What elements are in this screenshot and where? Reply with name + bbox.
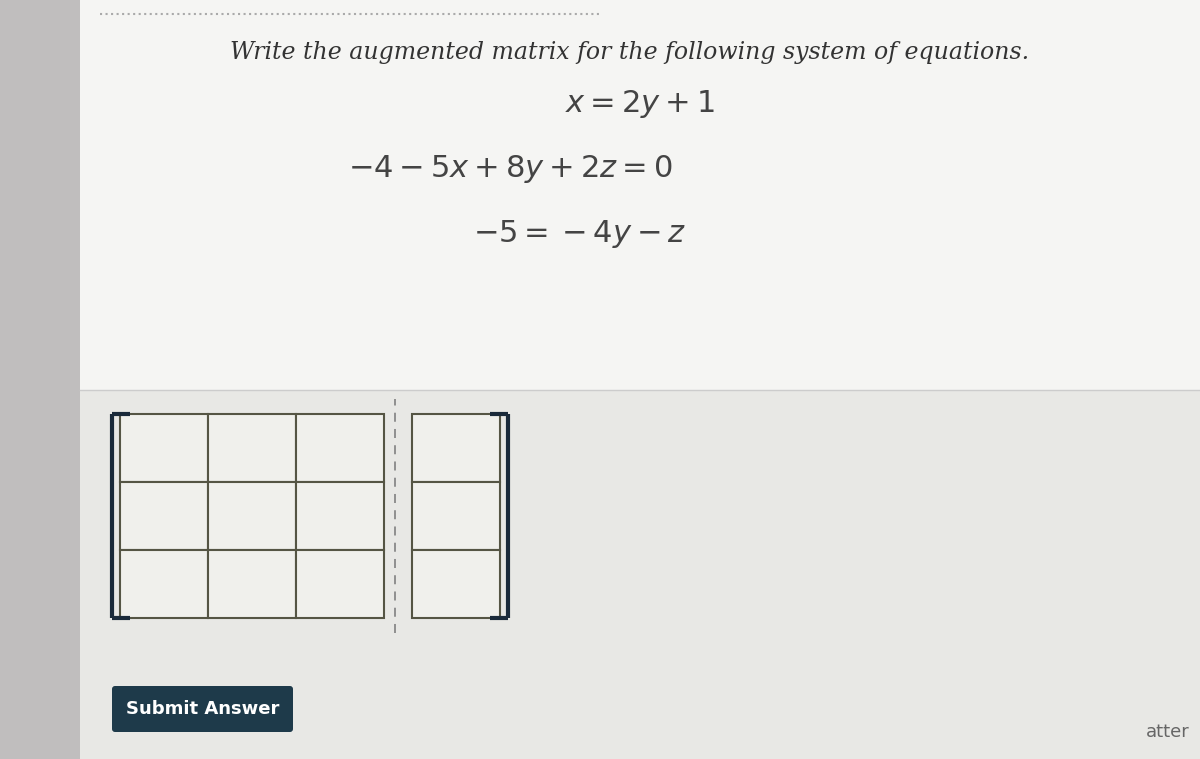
Text: $-5 = -4y - z$: $-5 = -4y - z$ [473, 218, 686, 250]
Bar [80, 0, 1200, 390]
Bar [208, 550, 296, 618]
Text: atter: atter [1146, 723, 1190, 741]
Bar [296, 414, 384, 482]
Bar [296, 482, 384, 550]
Text: $-4 - 5x + 8y + 2z = 0$: $-4 - 5x + 8y + 2z = 0$ [348, 153, 672, 185]
Bar [0, 0, 80, 759]
Bar [296, 550, 384, 618]
FancyBboxPatch shape [112, 686, 293, 732]
Text: Write the augmented matrix for the following system of equations.: Write the augmented matrix for the follo… [230, 41, 1030, 64]
Bar [120, 550, 208, 618]
Bar [80, 390, 1200, 759]
Bar [120, 414, 208, 482]
Text: $x = 2y + 1$: $x = 2y + 1$ [565, 88, 715, 120]
Bar [412, 550, 500, 618]
Bar [412, 414, 500, 482]
Bar [208, 414, 296, 482]
Bar [412, 482, 500, 550]
Text: Submit Answer: Submit Answer [126, 700, 280, 718]
Bar [208, 482, 296, 550]
Bar [120, 482, 208, 550]
